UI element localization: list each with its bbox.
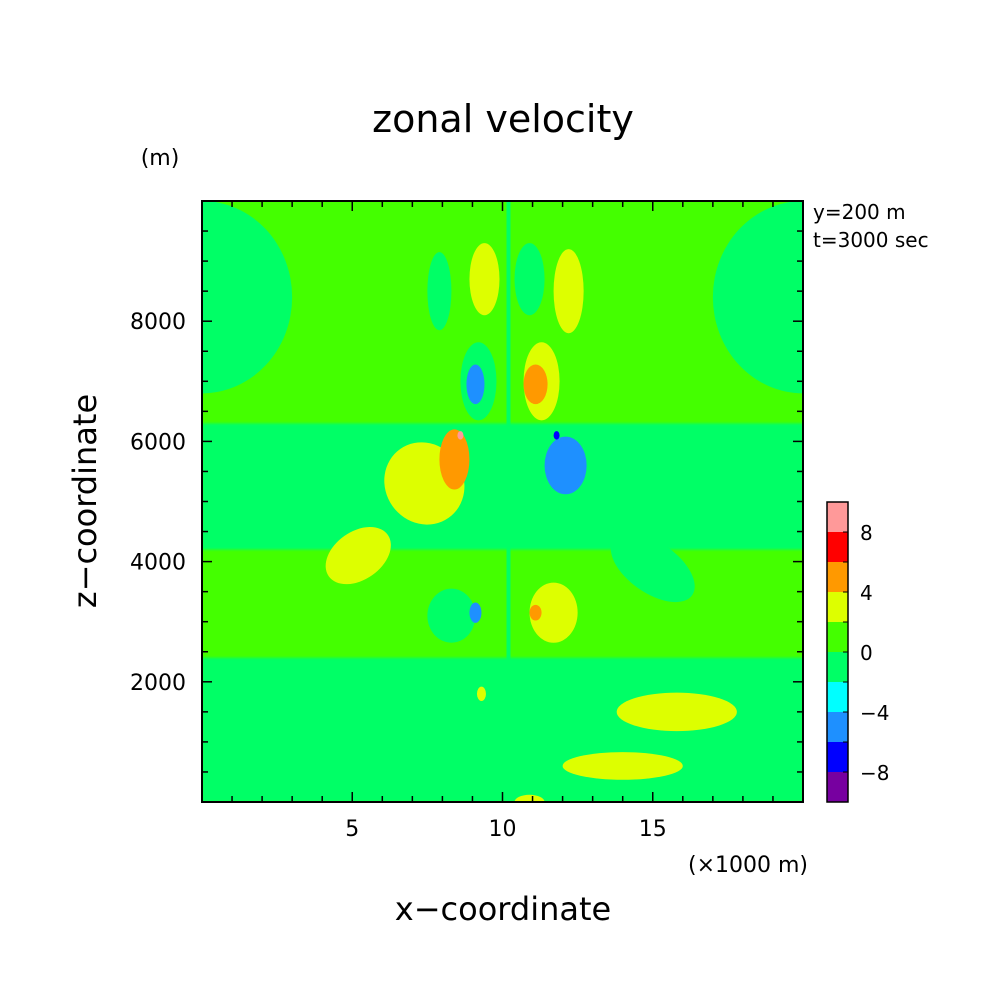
axis-ticks [202, 201, 803, 802]
contour-region [325, 527, 391, 585]
colorbar: 8 4 0 −4 −8 [826, 501, 889, 803]
y-axis-units: (m) [141, 146, 180, 171]
y-tick-label: 6000 [130, 430, 186, 455]
contour-region [427, 252, 452, 331]
colorbar-label: 0 [860, 641, 873, 665]
contour-region [313, 744, 404, 775]
contour-region [469, 602, 482, 623]
colorbar-swatch [827, 592, 848, 622]
contour-region [439, 429, 470, 490]
near-zero-band [202, 657, 803, 802]
y-tick-label: 2000 [130, 671, 186, 696]
contour-region [469, 243, 500, 316]
contour-region [457, 431, 464, 440]
annotation-y: y=200 m [813, 200, 906, 224]
x-tick-label: 10 [489, 817, 517, 842]
colorbar-label: 8 [860, 521, 873, 545]
contour-region [514, 243, 545, 316]
colorbar-swatch [827, 682, 848, 712]
contour-region [562, 752, 683, 780]
y-tick-label: 8000 [130, 310, 186, 335]
contour-region [427, 588, 476, 643]
contour-region [529, 582, 578, 643]
colorbar-label: 4 [860, 581, 873, 605]
y-tick-labels: 2000 4000 6000 8000 [130, 310, 186, 696]
colorbar-swatch [827, 652, 848, 682]
contour-region [553, 249, 584, 334]
colorbar-swatch [827, 532, 848, 562]
near-zero-region [712, 201, 803, 394]
contour-region [525, 687, 534, 700]
colorbar-swatch [827, 712, 848, 742]
near-zero-region [202, 201, 293, 394]
colorbar-swatch [827, 562, 848, 592]
x-axis-label: x−coordinate [395, 890, 611, 928]
contour-region [238, 693, 359, 730]
x-tick-label: 5 [345, 817, 359, 842]
x-tick-labels: 5 10 15 [345, 817, 667, 842]
contour-region [544, 436, 587, 495]
near-zero-band [202, 423, 803, 550]
contour-region [553, 431, 560, 440]
colorbar-swatch [827, 742, 848, 772]
contour-region [529, 604, 542, 621]
contour-region [610, 533, 695, 603]
colorbar-swatch [827, 772, 848, 802]
contour-region [466, 364, 485, 405]
contour-region [476, 686, 486, 702]
colorbar-swatch [827, 502, 848, 532]
colorbar-label: −4 [860, 701, 889, 725]
contour-region [523, 364, 548, 405]
x-tick-label: 15 [639, 817, 667, 842]
colorbar-swatch [827, 622, 848, 652]
x-axis-units: (×1000 m) [688, 853, 808, 878]
contour-region [514, 794, 545, 802]
contour-field [202, 201, 803, 802]
contour-region [472, 794, 497, 802]
colorbar-label: −8 [860, 761, 889, 785]
annotation-t: t=3000 sec [813, 228, 929, 252]
y-tick-label: 4000 [130, 551, 186, 576]
chart-title: zonal velocity [372, 97, 634, 141]
y-axis-label: z−coordinate [66, 394, 104, 608]
contour-region [616, 692, 737, 732]
